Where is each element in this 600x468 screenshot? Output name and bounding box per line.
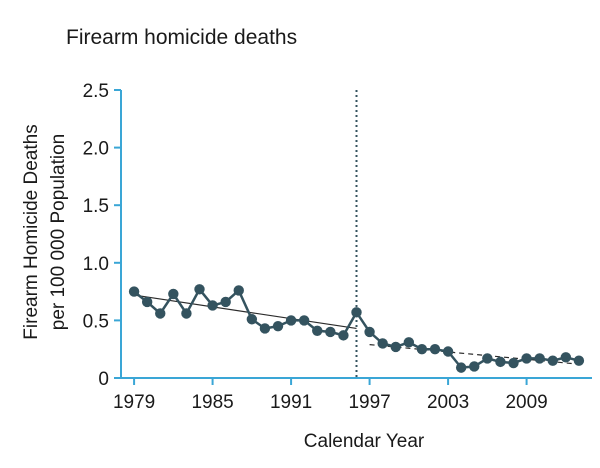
y-tick-label: 2.5	[83, 81, 109, 102]
data-point	[482, 353, 493, 364]
y-tick-label: 2.0	[83, 139, 109, 160]
data-point	[455, 362, 467, 373]
data-point	[351, 307, 362, 318]
data-point	[338, 330, 349, 341]
data-point	[521, 353, 532, 364]
data-point	[390, 341, 401, 353]
data-point	[495, 356, 506, 368]
y-tick-label: 1.0	[83, 254, 109, 275]
data-point	[155, 308, 166, 319]
data-point	[312, 325, 323, 336]
data-point	[259, 323, 271, 334]
data-point	[181, 308, 192, 319]
y-axis-title: Firearm Homicide Deaths per 100 000 Popul…	[21, 124, 69, 339]
data-point	[429, 344, 441, 355]
x-ticks: 1979 1985 1991 1997 2003 2009	[113, 378, 548, 413]
data-point	[364, 326, 375, 338]
data-point	[416, 344, 428, 355]
data-point	[298, 315, 310, 326]
data-point	[325, 326, 336, 338]
data-point	[403, 337, 415, 348]
trend-line-after-1996	[369, 343, 579, 365]
data-point	[207, 300, 218, 311]
x-tick-label: 2009	[505, 392, 547, 413]
y-axis-title-line: Firearm Homicide Deaths	[21, 124, 42, 339]
trend-line-before-1996	[133, 294, 357, 330]
data-point	[272, 320, 284, 332]
y-axis-title-line: per 100 000 Population	[48, 134, 69, 331]
data-point	[560, 352, 572, 363]
data-point	[469, 361, 480, 372]
data-point	[141, 296, 153, 308]
data-point	[534, 353, 545, 364]
x-tick-label: 1991	[270, 392, 312, 413]
data-point	[285, 315, 297, 326]
y-tick-label: 1.5	[83, 196, 109, 217]
series-points	[128, 284, 585, 373]
data-point	[246, 314, 258, 325]
data-point	[168, 288, 179, 300]
data-point	[573, 355, 585, 366]
x-tick-label: 1985	[191, 392, 233, 413]
data-point	[220, 296, 231, 308]
y-tick-label: 0.5	[83, 311, 109, 332]
data-point	[377, 338, 388, 349]
x-tick-label: 1979	[113, 392, 155, 413]
data-point	[442, 346, 454, 357]
chart-title: Firearm homicide deaths	[66, 26, 298, 49]
data-point	[547, 355, 558, 366]
x-tick-label: 2003	[427, 392, 469, 413]
y-ticks: 0 0.5 1.0 1.5 2.0 2.5	[83, 81, 121, 390]
x-tick-label: 1997	[348, 392, 390, 413]
data-point	[233, 285, 244, 296]
data-point	[194, 284, 205, 295]
data-point	[508, 357, 519, 369]
data-point	[128, 286, 140, 297]
y-tick-label: 0	[98, 369, 109, 390]
x-axis-title: Calendar Year	[304, 431, 425, 452]
